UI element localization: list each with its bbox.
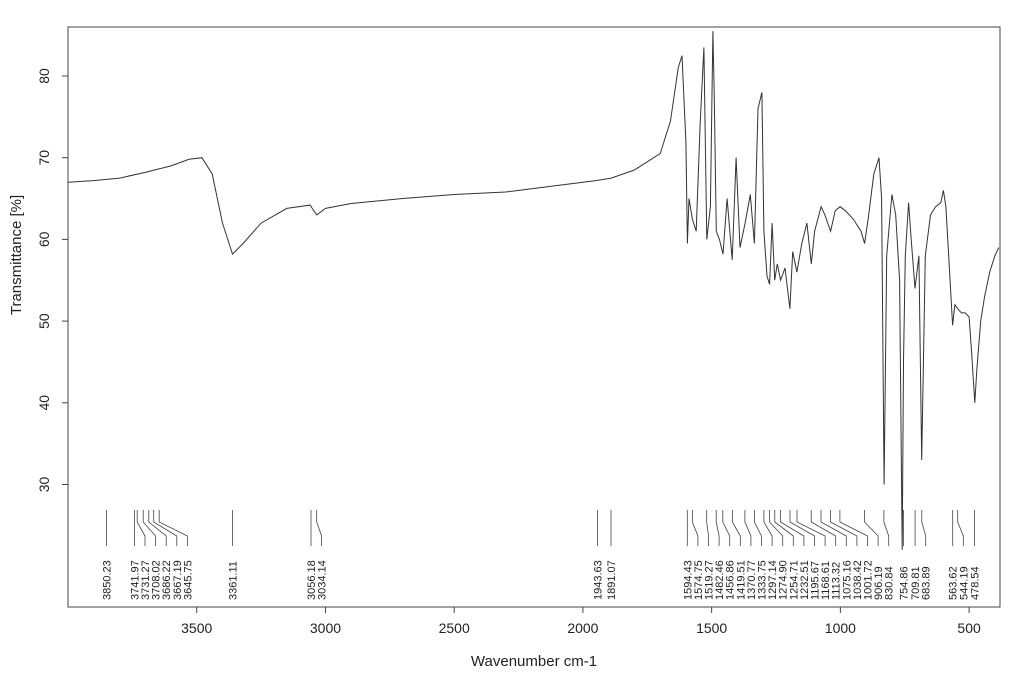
peak-label: 1333.75 [757,560,769,600]
peak-leader-line [839,510,868,546]
peak-label: 1574.75 [693,560,705,600]
peak-leader-line [820,510,847,546]
peak-label: 830.84 [884,566,896,600]
x-axis: 3500 3000 2500 2000 1500 1000 500 [181,607,981,636]
x-tick-label: 3000 [310,620,341,636]
x-tick-label: 2500 [439,620,470,636]
peak-leader-line [316,510,323,546]
peak-label: 1075.16 [841,560,853,600]
peak-label: 1001.72 [863,560,875,600]
peak-label: 1370.77 [746,560,758,600]
y-tick-label: 70 [36,150,52,166]
peak-label: 1891.07 [606,560,618,600]
peak-label: 3731.27 [140,560,152,600]
peak-leader-line [732,510,741,546]
y-tick-label: 60 [36,231,52,247]
peak-label: 1254.71 [788,560,800,600]
x-axis-title: Wavenumber cm-1 [471,653,597,670]
peak-leader-line [796,510,826,546]
peak-leader-line [136,510,146,546]
peak-label: 3361.11 [228,561,240,600]
peak-leader-line [864,510,879,546]
peak-label: 1168.61 [820,561,832,600]
peak-leader-line [706,510,709,546]
peak-leader-line [158,510,188,546]
peak-leader-line [722,510,731,546]
peak-leader-line [789,510,815,546]
peak-label: 3708.02 [151,560,163,600]
peak-leader-line [142,510,157,546]
peak-label: 3741.97 [129,560,141,600]
y-tick-label: 30 [36,476,52,492]
peak-label: 754.86 [899,566,911,600]
peak-label: 906.19 [873,566,885,600]
x-tick-label: 2000 [567,620,598,636]
peak-label: 1419.51 [735,560,747,600]
peak-leader-line [957,510,964,546]
y-tick-label: 40 [36,395,52,411]
peak-leader-line [763,510,773,546]
peak-leader-line [769,510,784,546]
peak-label: 3686.22 [161,560,173,600]
peak-leader-line [921,510,927,546]
peak-label: 1195.67 [810,561,822,600]
peak-leader-line [715,510,720,546]
peak-label: 3667.19 [172,560,184,600]
peak-leader-line [780,510,805,546]
peak-leader-line [774,510,794,546]
spectrum-line [67,31,1000,550]
x-tick-label: 1500 [696,620,727,636]
peak-label-group: 3850.23 3741.973731.273708.023686.223667.… [102,510,982,600]
peak-label: 3645.75 [182,560,194,600]
peak-leader-line [810,510,837,546]
peak-label: 1594.43 [682,560,694,600]
y-axis: 30 40 50 60 70 80 [36,68,68,492]
peak-leader-line [692,510,699,546]
peak-label: 478.54 [970,566,982,600]
peak-label: 1519.27 [704,560,716,600]
peak-label: 1482.46 [714,560,726,600]
plot-frame [67,26,1001,608]
peak-label: 683.89 [921,566,933,600]
peak-label: 1038.42 [852,560,864,600]
peak-label: 3034.14 [317,560,329,600]
peak-label: 3850.23 [102,560,114,600]
peak-label: 1274.90 [778,560,790,600]
peak-leader-line [830,510,858,546]
y-axis-title: Transmittance [%] [8,195,25,315]
peak-label: 1297.14 [767,560,779,600]
peak-label: 1113.32 [831,562,843,600]
peak-label: 1456.86 [725,560,737,600]
peak-leader-line [754,510,762,546]
x-tick-label: 1000 [825,620,856,636]
peak-leader-line [744,510,752,546]
y-tick-label: 80 [36,68,52,84]
peak-label: 1943.63 [592,560,604,600]
peak-label: 3056.18 [306,560,318,600]
peak-leader-line [148,510,167,546]
y-tick-label: 50 [36,313,52,329]
peak-leader-line [153,510,178,546]
peak-label: 709.81 [910,566,922,600]
peak-leader-line [883,510,890,546]
peak-label: 1232.51 [799,560,811,600]
peak-label: 544.19 [958,566,970,600]
x-tick-label: 500 [957,620,981,636]
x-tick-label: 3500 [181,620,212,636]
peak-label: 563.62 [948,566,960,600]
